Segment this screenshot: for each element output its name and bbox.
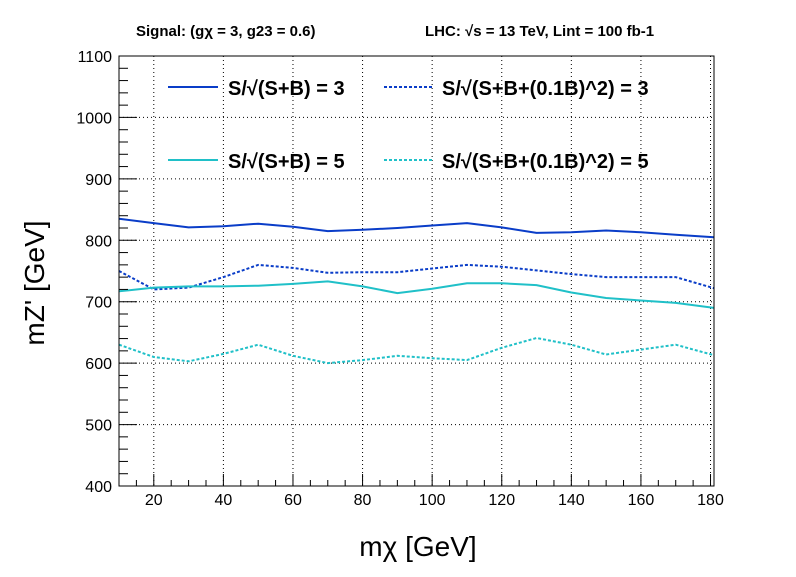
legend-entry-1: S/√(S+B) = 3 (168, 78, 345, 100)
legend-label-4: S/√(S+B+(0.1B)^2) = 5 (442, 151, 649, 173)
legend-label-1: S/√(S+B) = 3 (228, 78, 345, 100)
x-tick-label: 100 (419, 492, 446, 509)
x-tick-label: 80 (354, 492, 372, 509)
x-tick-label: 180 (697, 492, 724, 509)
y-tick-label: 600 (85, 356, 112, 373)
tick-labels: 20 40 60 80 100 120 140 160 180 400 500 600 700 800 90… (76, 49, 724, 509)
x-tick-label: 20 (145, 492, 163, 509)
y-tick-label: 1000 (76, 110, 112, 127)
x-tick-label: 140 (558, 492, 585, 509)
y-tick-label: 500 (85, 418, 112, 435)
series-layer (118, 217, 715, 365)
series-line-4 (118, 337, 715, 365)
legend: S/√(S+B) = 3 S/√(S+B+(0.1B)^2) = 3 S/√(S… (168, 78, 649, 173)
y-tick-label: 700 (85, 295, 112, 312)
legend-label-3: S/√(S+B) = 5 (228, 151, 345, 173)
series-line-3 (118, 280, 715, 309)
y-axis-title: mZ' [GeV] (19, 220, 50, 345)
x-tick-label: 40 (214, 492, 232, 509)
series-line-2 (118, 263, 715, 291)
header-signal: Signal: (gχ = 3, g23 = 0.6) (136, 23, 316, 40)
legend-entry-4: S/√(S+B+(0.1B)^2) = 5 (384, 151, 649, 173)
plot-frame (118, 55, 715, 487)
legend-entry-3: S/√(S+B) = 5 (168, 151, 345, 173)
y-tick-label: 400 (85, 479, 112, 496)
x-tick-label: 160 (628, 492, 655, 509)
x-axis-title: mχ [GeV] (359, 531, 476, 562)
legend-entry-2: S/√(S+B+(0.1B)^2) = 3 (384, 78, 649, 100)
x-tick-label: 120 (488, 492, 515, 509)
axis-ticks (118, 55, 712, 487)
y-tick-label: 900 (85, 172, 112, 189)
series-line-1 (118, 217, 715, 239)
legend-label-2: S/√(S+B+(0.1B)^2) = 3 (442, 78, 649, 100)
header-lhc: LHC: √s = 13 TeV, Lint = 100 fb-1 (425, 23, 654, 40)
x-tick-label: 60 (284, 492, 302, 509)
y-tick-label: 1100 (78, 49, 113, 66)
y-tick-label: 800 (85, 233, 112, 250)
